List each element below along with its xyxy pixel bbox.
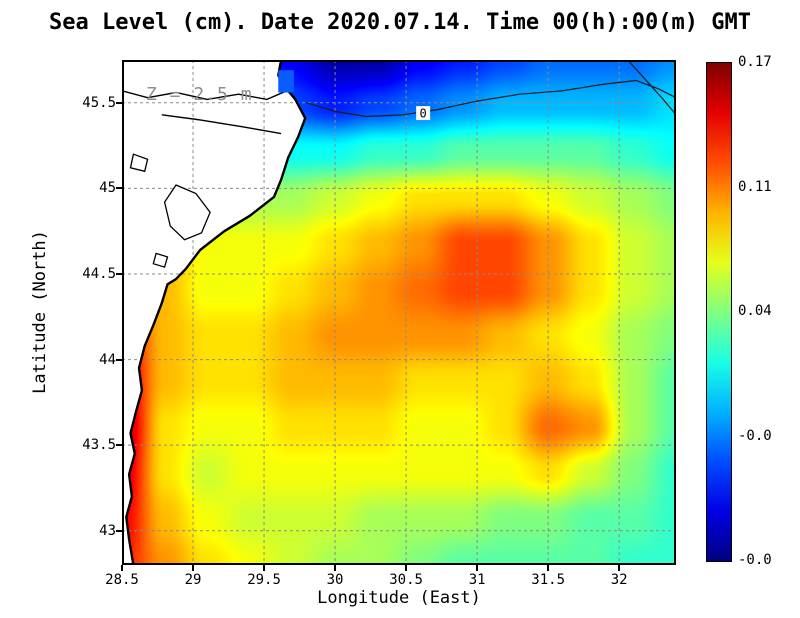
y-tick-mark (116, 101, 122, 104)
x-tick-mark (121, 565, 123, 571)
x-tick-mark (476, 565, 479, 571)
x-tick-mark (547, 565, 550, 571)
x-tick-label: 28.5 (105, 572, 139, 588)
depth-annotation: Z = 2.5 m (146, 84, 253, 105)
colorbar-tick-label: 0.11 (738, 178, 772, 195)
x-tick-label: 30 (326, 572, 344, 588)
x-tick-label: 31.5 (531, 572, 565, 588)
river-mouth-patch (278, 70, 294, 93)
y-tick-mark (116, 187, 122, 190)
lake-outline (163, 184, 211, 241)
lake-outline (152, 252, 169, 268)
x-tick-mark (334, 565, 337, 571)
contour-label: 0 (420, 107, 427, 121)
x-tick-mark (405, 565, 408, 571)
y-tick-label: 44 (99, 351, 116, 368)
x-tick-mark (263, 565, 266, 571)
land-area (122, 60, 306, 565)
colorbar-tick-label: -0.0 (738, 427, 772, 444)
y-tick-label: 43 (99, 522, 116, 539)
x-tick-label: 31 (468, 572, 486, 588)
river-line (161, 114, 282, 135)
y-tick-mark (116, 358, 122, 361)
map-plot-area: 0 (122, 60, 676, 565)
x-tick-mark (618, 565, 621, 571)
y-tick-mark (116, 529, 122, 532)
x-tick-label: 30.5 (389, 572, 423, 588)
y-axis-label: Latitude (North) (30, 230, 50, 394)
y-tick-label: 45.5 (82, 94, 116, 111)
y-tick-label: 45 (99, 180, 116, 197)
x-tick-mark (192, 565, 195, 571)
gridlines (122, 60, 676, 565)
x-tick-label: 29.5 (247, 572, 281, 588)
colorbar-tick-label: 0.04 (738, 303, 772, 319)
coastline-path (125, 60, 307, 565)
zero-contour-line (627, 60, 676, 116)
x-axis-label: Longitude (East) (317, 588, 481, 608)
x-tick-label: 29 (184, 572, 202, 588)
map-overlay: 0 (122, 60, 676, 565)
x-tick-label: 32 (610, 572, 628, 588)
plot-border (122, 60, 676, 565)
y-tick-label: 44.5 (82, 265, 116, 282)
river-line (122, 90, 288, 101)
colorbar-tick-label: 0.17 (738, 54, 772, 70)
colorbar (706, 62, 732, 562)
y-tick-mark (116, 444, 122, 447)
colorbar-tick-label: -0.0 (738, 552, 772, 568)
y-tick-mark (116, 272, 122, 275)
chart-title: Sea Level (cm). Date 2020.07.14. Time 00… (49, 10, 751, 35)
contour-label-bg (416, 106, 431, 121)
lake-outline (129, 153, 149, 173)
zero-contour-line (306, 79, 676, 118)
y-tick-label: 43.5 (82, 437, 116, 454)
